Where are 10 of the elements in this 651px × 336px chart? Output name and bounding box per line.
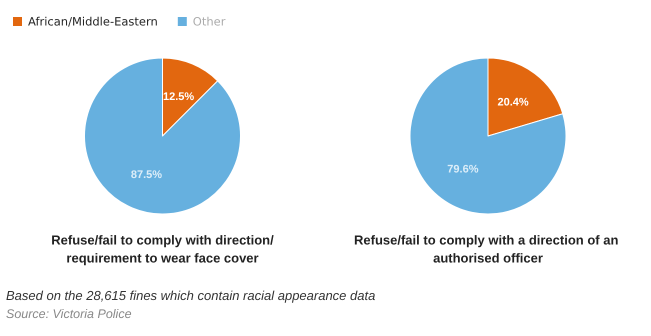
data-label: 79.6% bbox=[447, 164, 479, 176]
text: Refuse/fail to comply with a direction of an authorised officer bbox=[354, 232, 622, 266]
text: Based on the 28,615 fines which contain racial appearance data bbox=[6, 287, 376, 305]
data-label: 20.4% bbox=[498, 96, 529, 108]
legend-label: Other bbox=[192, 14, 226, 28]
data-label: 12.5% bbox=[162, 91, 194, 104]
text: Refuse/fail to comply with direction/requirement to wear face cover bbox=[51, 232, 274, 266]
legend-label: African/Middle-Eastern bbox=[28, 14, 158, 28]
data-label: 87.5% bbox=[130, 168, 162, 181]
source-note: Source: Victoria Police bbox=[6, 306, 133, 323]
